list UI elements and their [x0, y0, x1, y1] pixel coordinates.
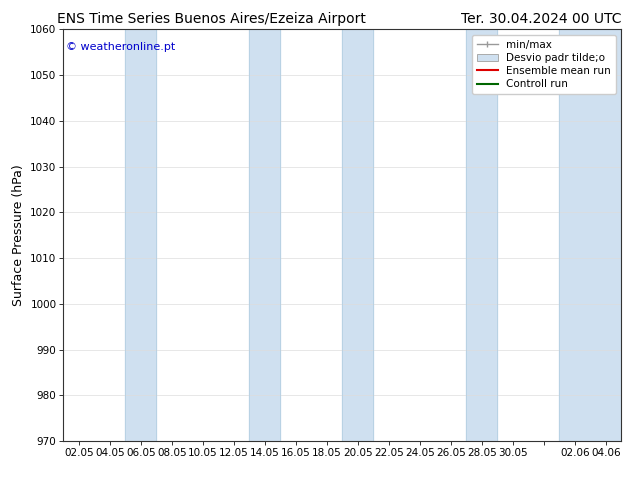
Text: ENS Time Series Buenos Aires/Ezeiza Airport: ENS Time Series Buenos Aires/Ezeiza Airp…	[57, 12, 366, 26]
Y-axis label: Surface Pressure (hPa): Surface Pressure (hPa)	[11, 164, 25, 306]
Bar	[342, 29, 373, 441]
Text: Ter. 30.04.2024 00 UTC: Ter. 30.04.2024 00 UTC	[461, 12, 621, 26]
Bar	[126, 29, 157, 441]
Bar	[559, 29, 621, 441]
Text: © weatheronline.pt: © weatheronline.pt	[66, 42, 176, 52]
Bar	[467, 29, 497, 441]
Bar	[249, 29, 280, 441]
Legend: min/max, Desvio padr tilde;o, Ensemble mean run, Controll run: min/max, Desvio padr tilde;o, Ensemble m…	[472, 35, 616, 95]
